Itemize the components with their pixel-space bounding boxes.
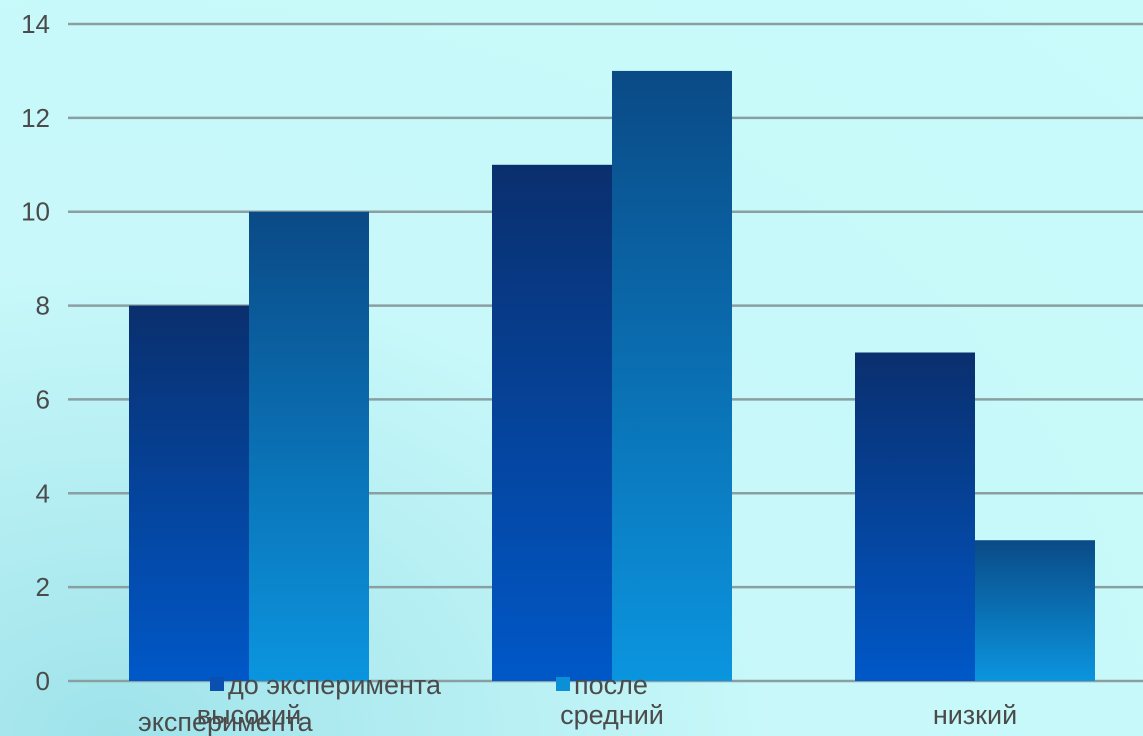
y-tick-label: 12 <box>21 103 50 133</box>
bar-before-0 <box>129 305 249 681</box>
y-tick-label: 14 <box>21 9 50 39</box>
y-axis-ticks: 0 2 4 6 8 10 12 14 <box>21 9 50 696</box>
y-tick-label: 2 <box>36 572 50 602</box>
legend-label-1-line2: эксперимента <box>138 707 314 736</box>
x-category-label: низкий <box>933 700 1017 730</box>
x-axis-labels: высокий средний низкий <box>197 700 1017 730</box>
y-tick-label: 8 <box>36 291 50 321</box>
bars <box>129 70 1095 682</box>
bar-after-0 <box>249 211 369 681</box>
legend: до эксперимента после эксперимента <box>138 670 648 736</box>
x-category-label: высокий <box>197 700 302 730</box>
bar-before-1 <box>492 164 612 682</box>
y-tick-label: 0 <box>36 666 50 696</box>
legend-swatch-0 <box>210 677 224 691</box>
x-category-label: средний <box>560 700 664 730</box>
bar-before-2 <box>855 352 975 681</box>
y-tick-label: 10 <box>21 197 50 227</box>
legend-label-0: до эксперимента <box>228 670 442 700</box>
bar-after-2 <box>975 540 1095 681</box>
bar-after-1 <box>612 70 732 681</box>
y-tick-label: 4 <box>36 478 50 508</box>
y-tick-label: 6 <box>36 384 50 414</box>
legend-swatch-1 <box>556 677 570 691</box>
legend-label-1-line1: после <box>574 670 648 700</box>
